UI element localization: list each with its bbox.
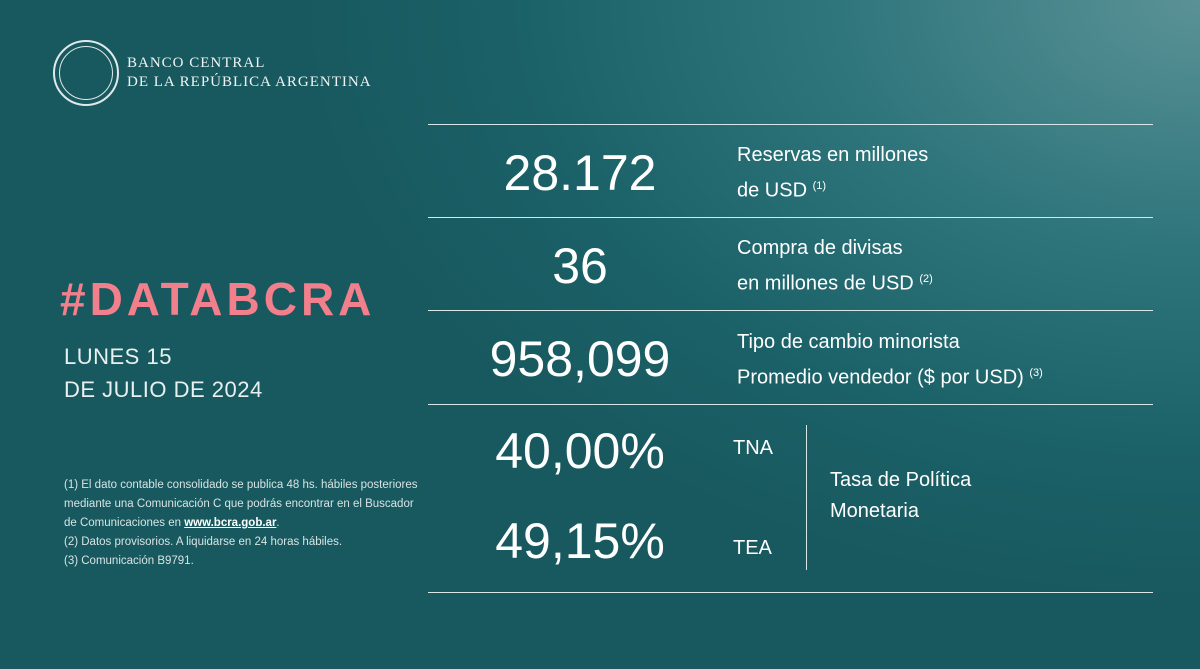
date-line1: LUNES 15 (64, 344, 172, 369)
exchange-rate-label: Tipo de cambio minorista Promedio vended… (737, 327, 1043, 394)
label-line2: de USD (737, 179, 808, 202)
exchange-rate-value: 958,099 (489, 331, 671, 387)
note-1-end: . (276, 517, 280, 529)
divider (428, 592, 1153, 593)
note-2: (2) Datos provisorios. A liquidarse en 2… (64, 536, 343, 548)
label-line1: Compra de divisas (737, 237, 903, 259)
tna-value: 40,00% (495, 423, 665, 479)
label-line1: Tasa de Política (830, 469, 972, 491)
tea-label: TEA (733, 537, 772, 559)
fx-purchase-label: Compra de divisas en millones de USD (2) (737, 233, 933, 300)
divider (428, 310, 1153, 311)
divider (428, 124, 1153, 125)
fx-purchase-value: 36 (552, 238, 608, 294)
note-ref: (2) (919, 273, 933, 285)
date: LUNES 15 DE JULIO DE 2024 (64, 340, 263, 406)
footnotes: (1) El dato contable consolidado se publ… (64, 476, 424, 571)
hashtag-title: #DATABCRA (60, 273, 376, 325)
label-line1: Reservas en millones (737, 144, 929, 166)
tea-value: 49,15% (495, 513, 665, 569)
note-ref: (1) (812, 180, 827, 192)
date-line2: DE JULIO DE 2024 (64, 377, 263, 402)
label-line1: Tipo de cambio minorista (737, 331, 960, 353)
reserves-label: Reservas en millones de USD (1) (737, 140, 928, 207)
brand-line2: DE LA REPÚBLICA ARGENTINA (127, 74, 372, 90)
divider (428, 217, 1153, 218)
tna-label: TNA (733, 437, 773, 459)
seal-icon (53, 40, 119, 106)
note-1: (1) El dato contable consolidado se publ… (64, 479, 418, 529)
label-line2: Monetaria (830, 500, 919, 522)
brand-line1: BANCO CENTRAL (127, 55, 266, 71)
divider (428, 404, 1153, 405)
bcra-link[interactable]: www.bcra.gob.ar (184, 517, 277, 529)
note-3: (3) Comunicación B9791. (64, 555, 194, 567)
note-ref: (3) (1029, 367, 1043, 379)
label-line2: Promedio vendedor ($ por USD) (737, 366, 1024, 389)
reserves-value: 28.172 (503, 145, 657, 201)
policy-rate-label: Tasa de Política Monetaria (830, 465, 971, 527)
bcra-logo: BANCO CENTRAL DE LA REPÚBLICA ARGENTINA (53, 40, 372, 106)
divider-vertical (806, 425, 807, 570)
label-line2: en millones de USD (737, 272, 914, 295)
